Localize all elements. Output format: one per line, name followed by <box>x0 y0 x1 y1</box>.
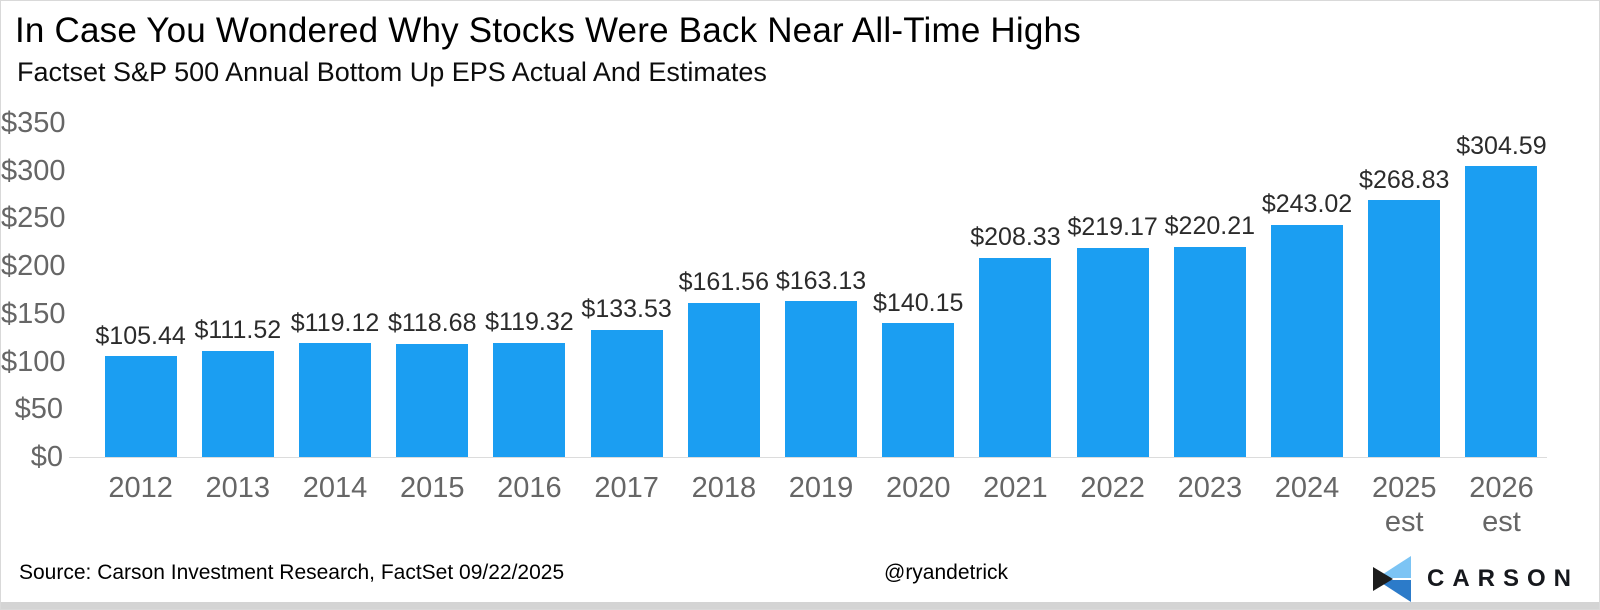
x-tick-label: 2023 <box>1177 472 1243 504</box>
x-tick-label: 2024 <box>1274 472 1340 504</box>
bottom-border-strip <box>1 602 1599 609</box>
x-tick-label: 2019 <box>788 472 854 504</box>
y-tick-label: $0 <box>30 441 63 473</box>
bar-value-label: $119.12 <box>290 308 380 337</box>
bar <box>1465 166 1538 457</box>
x-axis-baseline <box>69 457 1547 458</box>
bar-value-label: $208.33 <box>970 223 1061 252</box>
y-tick-label: $300 <box>1 154 66 187</box>
x-tick-label: 2015 <box>399 472 465 504</box>
bar-group-2017: $133.53 <box>578 123 675 457</box>
x-tick-label: 2020 <box>885 472 951 504</box>
y-tick-label: $50 <box>14 393 63 426</box>
x-tick-label: 2012 <box>108 472 173 504</box>
bar-group-2023: $220.21 <box>1161 123 1258 457</box>
bar-value-label: $111.52 <box>194 315 282 344</box>
logo-bottom-triangle <box>1377 580 1411 602</box>
bar-group-2018: $161.56 <box>675 123 772 457</box>
y-tick-label: $100 <box>1 345 66 378</box>
bar <box>201 350 274 457</box>
bar <box>1076 247 1149 457</box>
bar-value-label: $133.53 <box>581 294 672 323</box>
bar-group-2024: $243.02 <box>1258 123 1355 457</box>
bar-value-label: $140.15 <box>873 288 964 317</box>
bar <box>882 323 955 457</box>
bar-group-2019: $163.13 <box>772 123 869 457</box>
y-tick-label: $250 <box>1 202 66 235</box>
bar <box>1271 225 1344 457</box>
logo-play-triangle <box>1373 567 1393 591</box>
bar-value-label: $161.56 <box>678 268 769 297</box>
y-tick-label: $200 <box>1 250 66 283</box>
bar-group-2016: $119.32 <box>481 123 578 457</box>
bar-group-2021: $208.33 <box>967 123 1064 457</box>
bar-value-label: $268.83 <box>1359 165 1450 194</box>
bar <box>493 343 566 457</box>
bar-value-label: $118.68 <box>387 309 477 337</box>
bar-group-2012: $105.44 <box>92 123 189 457</box>
chart-title: In Case You Wondered Why Stocks Were Bac… <box>15 11 1081 50</box>
x-tick-label: 2022 <box>1080 472 1145 504</box>
x-tick-label: 2018 <box>691 472 757 504</box>
bar <box>687 302 760 457</box>
bar-value-label: $304.59 <box>1456 131 1547 160</box>
bar-value-label: $163.13 <box>775 266 867 295</box>
carson-logo-icon <box>1373 556 1411 602</box>
x-tick-label: 2026 est <box>1469 472 1534 538</box>
bar <box>590 329 663 457</box>
twitter-handle: @ryandetrick <box>884 561 1009 584</box>
bar <box>785 301 858 457</box>
bar-group-2020: $140.15 <box>870 123 967 457</box>
bar-group-2026-est: $304.59 <box>1453 123 1550 457</box>
x-tick-label: 2013 <box>205 472 271 504</box>
bar-group-2013: $111.52 <box>189 123 286 457</box>
x-tick-label: 2014 <box>302 472 368 504</box>
bar-value-label: $219.17 <box>1067 213 1158 242</box>
x-tick-label: 2016 <box>497 472 562 504</box>
bar <box>104 356 177 457</box>
bar-group-2025-est: $268.83 <box>1356 123 1453 457</box>
y-tick-label: $150 <box>1 297 66 330</box>
bar <box>1173 246 1246 457</box>
bar <box>299 343 371 457</box>
y-tick-label: $350 <box>1 107 66 139</box>
chart-subtitle: Factset S&P 500 Annual Bottom Up EPS Act… <box>17 57 767 87</box>
carson-logo: CARSON <box>1373 555 1588 603</box>
bar-value-label: $220.21 <box>1164 212 1256 241</box>
bar-value-label: $119.32 <box>485 308 574 337</box>
brand-wordmark: CARSON <box>1427 565 1580 592</box>
source-text: Source: Carson Investment Research, Fact… <box>19 561 565 584</box>
bar-value-label: $243.02 <box>1261 190 1353 219</box>
bar <box>979 258 1052 457</box>
logo-top-triangle <box>1377 556 1411 578</box>
bar-value-label: $105.44 <box>95 321 186 350</box>
x-axis: 2012 2013 2014 2015 2016 2017 2018 2019 2020 2021… <box>92 471 1550 539</box>
bar-group-2022: $219.17 <box>1064 123 1161 457</box>
bar-group-2014: $119.12 <box>286 123 383 457</box>
y-axis: $0 $50 $100 $150 $200 $250 $300 $350 <box>1 1 66 609</box>
bar <box>1368 200 1441 457</box>
bar-group-2015: $118.68 <box>384 123 481 457</box>
x-tick-label: 2021 <box>983 472 1048 504</box>
bars-area: $105.44 $111.52 $119.12 $118.68 $119.32 $133.… <box>92 123 1550 457</box>
x-tick-label: 2025 est <box>1371 472 1437 538</box>
bar <box>396 343 469 457</box>
x-tick-label: 2017 <box>594 472 659 504</box>
